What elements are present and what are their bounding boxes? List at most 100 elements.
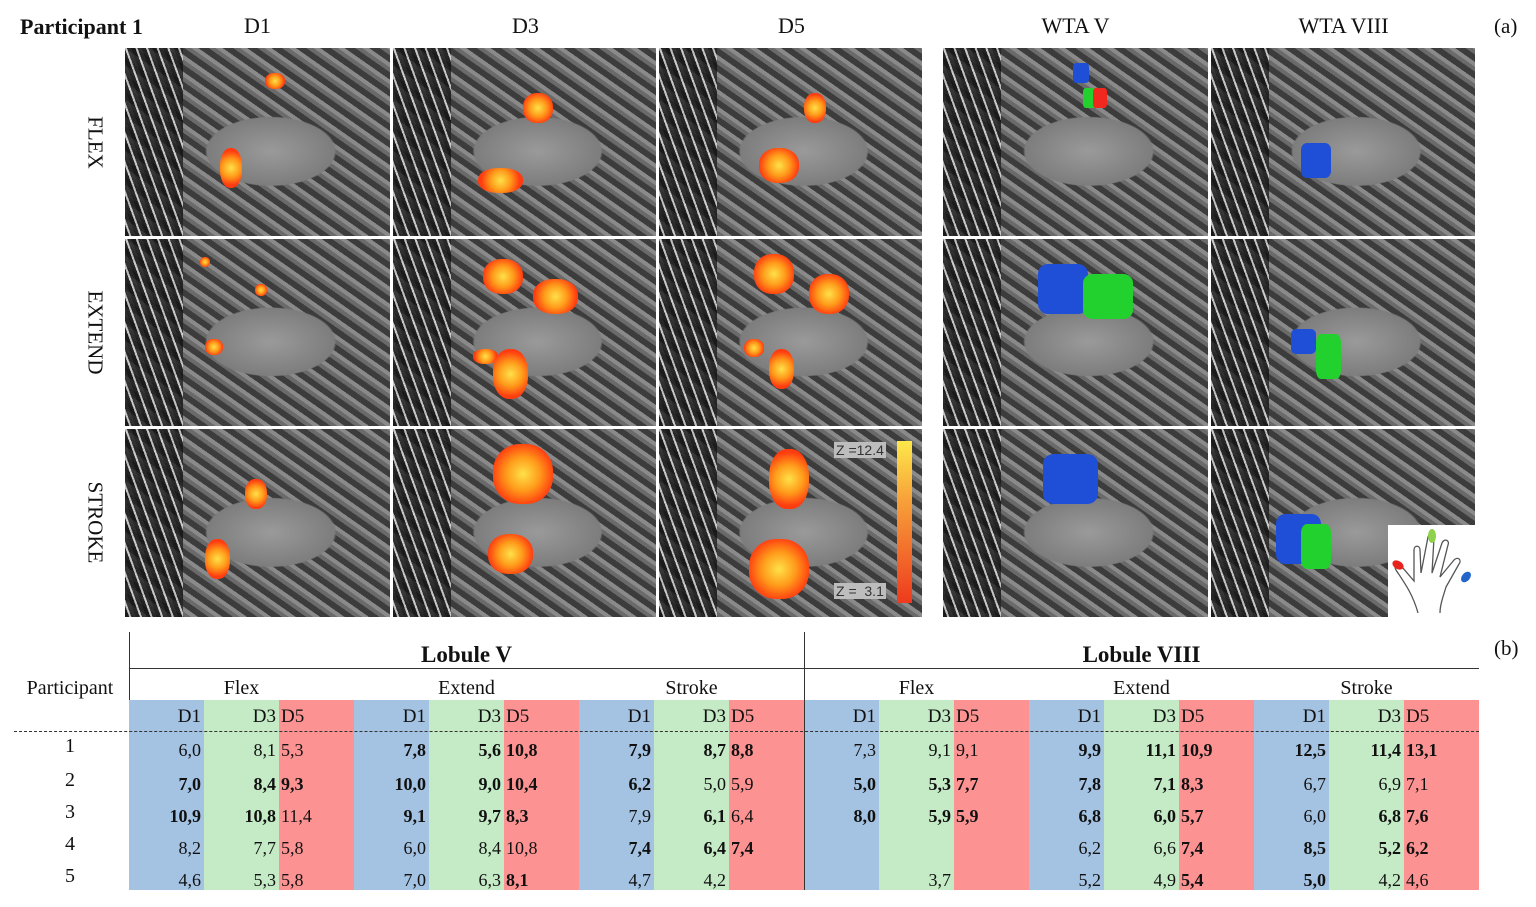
digit-header: D3 [477, 706, 501, 727]
wta-cluster [1038, 264, 1088, 314]
activation-blob [483, 259, 523, 294]
task-header: Flex [898, 677, 935, 699]
activation-blob [769, 349, 794, 389]
table-cell: 4,7 [628, 870, 652, 890]
lobule-viii-header: Lobule VIII [1082, 642, 1201, 667]
table-cell: 6,7 [1303, 774, 1327, 794]
table-cell: 8,3 [1181, 774, 1204, 794]
table-cell: 7,9 [628, 806, 652, 826]
table-cell: 5,0 [703, 774, 727, 794]
digit-header: D5 [1406, 706, 1430, 727]
table-cell: 5,3 [253, 870, 277, 890]
colorbar-max-label: Z =12.4 [834, 442, 886, 458]
table-cell: 7,0 [403, 870, 427, 890]
table-cell: 11,1 [1145, 740, 1176, 760]
activation-blob [754, 254, 794, 294]
activation-blob [769, 449, 809, 509]
table-cell: 7,4 [731, 838, 754, 858]
activation-blob [809, 274, 849, 314]
table-cell: 7,7 [253, 838, 277, 858]
brain-panel-stroke-wta-v [943, 429, 1208, 617]
table-cell: 8,2 [178, 838, 202, 858]
activation-blob [220, 148, 242, 188]
table-cell: 10,0 [394, 774, 427, 794]
activation-blob [478, 168, 523, 193]
column-header-wta-v: WTA V [1041, 13, 1110, 38]
wta-cluster [1301, 143, 1331, 178]
wta-cluster [1301, 524, 1331, 569]
activation-blob [473, 349, 498, 364]
table-cell: 6,0 [1153, 806, 1177, 826]
table-cell: 9,1 [928, 740, 952, 760]
digit-header: D3 [702, 706, 726, 727]
table-cell: 6,0 [178, 740, 202, 760]
table-cell: 5,0 [853, 774, 877, 794]
table-cell: 9,3 [281, 774, 304, 794]
table-cell: 8,8 [731, 740, 754, 760]
activation-blob [205, 339, 223, 355]
table-cell: 5,0 [1303, 870, 1327, 890]
table-cell: 12,5 [1294, 740, 1327, 760]
digit-header: D1 [1302, 706, 1326, 727]
digit-header: D5 [731, 706, 755, 727]
table-cell: 9,0 [478, 774, 502, 794]
brain-panel-extend-wta-v [943, 239, 1208, 426]
brain-panel-flex-d5 [659, 48, 922, 236]
digit-header: D5 [281, 706, 305, 727]
digit-header: D5 [506, 706, 530, 727]
table-cell: 6,0 [403, 838, 427, 858]
header-dashed-line [14, 731, 1479, 732]
colorbar [897, 441, 912, 603]
participant-id: 1 [65, 735, 75, 757]
digit-header: D1 [402, 706, 426, 727]
activation-blob [493, 349, 528, 399]
participant-id: 5 [65, 865, 75, 887]
table-cell [804, 833, 876, 863]
digit-header: D1 [627, 706, 651, 727]
participant-id: 4 [65, 833, 75, 855]
table-cell: 8,5 [1303, 838, 1327, 858]
brain-panel-flex-d1 [125, 48, 390, 236]
panel-a-label: (a) [1494, 14, 1518, 38]
table-cell: 6,4 [731, 806, 754, 826]
column-header-d1: D1 [244, 13, 271, 38]
table-cell: 5,4 [1181, 870, 1204, 890]
activation-blob [804, 93, 826, 123]
row-header-extend: EXTEND [83, 290, 108, 375]
activation-blob [488, 534, 533, 574]
table-cell: 4,9 [1153, 870, 1177, 890]
brain-panel-extend-d1 [125, 239, 390, 426]
activation-blob [744, 339, 764, 357]
table-cell: 7,0 [178, 774, 202, 794]
table-cell: 6,2 [1078, 838, 1102, 858]
wta-cluster [1093, 88, 1107, 108]
row-header-flex: FLEX [83, 116, 108, 169]
table-cell: 7,6 [1406, 806, 1429, 826]
brain-panel-flex-wta-viii [1211, 48, 1475, 236]
digit-header: D5 [1181, 706, 1205, 727]
column-header-d5: D5 [778, 13, 805, 38]
table-cell: 5,6 [478, 740, 502, 760]
table-cell [804, 865, 876, 895]
table-cell: 6,3 [478, 870, 502, 890]
activation-blob [245, 479, 267, 509]
table-cell: 9,7 [478, 806, 502, 826]
panel-b-label: (b) [1494, 636, 1519, 660]
brain-panel-stroke-d3 [393, 429, 656, 617]
table-cell: 10,9 [1181, 740, 1213, 760]
table-cell: 8,7 [703, 740, 727, 760]
digit-header: D1 [1077, 706, 1101, 727]
wta-cluster [1291, 329, 1316, 354]
activation-blob [200, 257, 210, 267]
table-cell: 10,8 [506, 838, 538, 858]
brain-panel-extend-d3 [393, 239, 656, 426]
task-header: Extend [438, 677, 495, 699]
table-cell: 6,9 [1378, 774, 1402, 794]
activation-blob [493, 444, 553, 504]
table-cell: 9,9 [1078, 740, 1102, 760]
table-cell: 4,2 [703, 870, 727, 890]
table-cell: 5,2 [1378, 838, 1402, 858]
participant-id: 3 [65, 801, 75, 823]
table-cell: 5,3 [928, 774, 952, 794]
table-cell: 6,1 [703, 806, 727, 826]
